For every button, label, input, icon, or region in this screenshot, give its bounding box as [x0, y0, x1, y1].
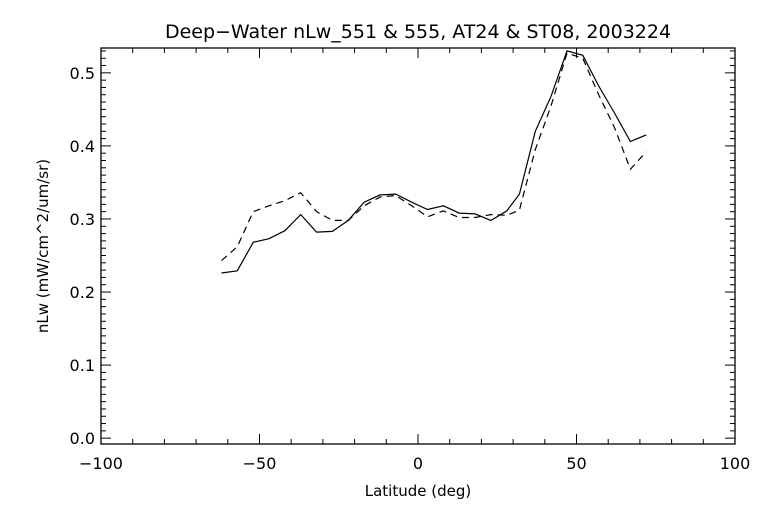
y-tick-label: 0.3 [70, 210, 95, 229]
x-axis-label: Latitude (deg) [365, 482, 471, 500]
x-tick-label: −50 [243, 454, 277, 473]
x-tick-label: 0 [413, 454, 423, 473]
series-line-dashed [221, 52, 647, 262]
x-tick-label: 100 [720, 454, 751, 473]
y-axis-label: nLw (mW/cm^2/um/sr) [34, 159, 52, 333]
y-tick-label: 0.0 [70, 429, 95, 448]
series-line-solid [221, 50, 647, 274]
axes: −100 −50 0 50 100 0.0 0.1 0.2 0.3 0.4 0.5 [70, 47, 751, 473]
y-tick-label: 0.1 [70, 356, 95, 375]
plot-frame [100, 47, 736, 445]
x-tick-label: 50 [566, 454, 586, 473]
y-tick-label: 0.5 [70, 64, 95, 83]
y-tick-label: 0.2 [70, 283, 95, 302]
series-group [221, 50, 647, 274]
chart-title: Deep−Water nLw_551 & 555, AT24 & ST08, 2… [165, 21, 671, 43]
y-tick-label: 0.4 [70, 137, 95, 156]
x-tick-label: −100 [79, 454, 123, 473]
